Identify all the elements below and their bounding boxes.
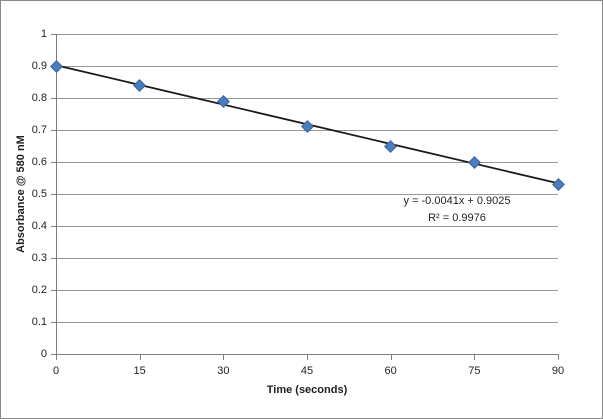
y-tick-mark	[51, 258, 56, 259]
x-tick-label: 15	[133, 365, 146, 377]
y-tick-mark	[51, 290, 56, 291]
x-tick-label: 90	[551, 365, 565, 377]
y-gridline	[56, 98, 558, 99]
y-tick-label: 0.3	[31, 252, 47, 264]
y-axis-line	[56, 34, 57, 355]
y-tick-mark	[51, 130, 56, 131]
y-tick-label: 1	[40, 28, 47, 40]
y-gridline	[56, 290, 558, 291]
y-tick-mark	[51, 34, 56, 35]
y-tick-mark	[51, 98, 56, 99]
x-tick-mark	[558, 355, 559, 360]
y-tick-mark	[51, 354, 56, 355]
x-tick-label: 45	[300, 365, 314, 377]
y-tick-label: 0.6	[31, 156, 47, 168]
x-tick-label: 60	[384, 365, 397, 377]
y-tick-mark	[51, 162, 56, 163]
x-tick-mark	[474, 355, 476, 360]
y-gridline	[56, 322, 558, 323]
y-tick-label: 0.2	[31, 284, 47, 296]
trendline-equation-text: y = -0.0041x + 0.9025	[403, 195, 511, 207]
y-gridline	[56, 258, 558, 259]
y-gridline	[56, 34, 558, 35]
x-tick-label: 30	[217, 365, 230, 377]
y-tick-mark	[51, 226, 56, 227]
y-tick-mark	[51, 194, 56, 195]
x-tick-mark	[390, 355, 392, 360]
x-tick-mark	[223, 355, 225, 360]
x-axis-title: Time (seconds)	[266, 384, 348, 396]
y-gridline	[56, 226, 558, 227]
y-tick-label: 0.5	[31, 188, 47, 200]
x-tick-mark	[139, 355, 141, 360]
y-tick-label: 0.7	[31, 124, 47, 136]
x-tick-label: 75	[468, 365, 481, 377]
x-tick-mark	[307, 355, 308, 360]
x-axis-line	[56, 354, 559, 355]
y-tick-label: 0.8	[31, 92, 47, 104]
trendline-equation-label: y = -0.0041x + 0.9025 R² = 0.9976	[376, 193, 538, 227]
y-gridline	[56, 66, 558, 67]
x-tick-mark	[56, 355, 57, 360]
y-gridline	[56, 194, 558, 195]
trendline-r-squared-text: R² = 0.9976	[428, 212, 486, 224]
y-tick-label: 0.4	[31, 220, 47, 232]
x-tick-label: 0	[52, 365, 60, 377]
y-gridline	[56, 162, 558, 163]
trendline	[55, 64, 559, 185]
y-tick-mark	[51, 322, 56, 323]
y-tick-label: 0.1	[31, 316, 47, 328]
y-tick-label: 0.9	[31, 60, 47, 72]
y-tick-label: 0	[40, 348, 47, 360]
